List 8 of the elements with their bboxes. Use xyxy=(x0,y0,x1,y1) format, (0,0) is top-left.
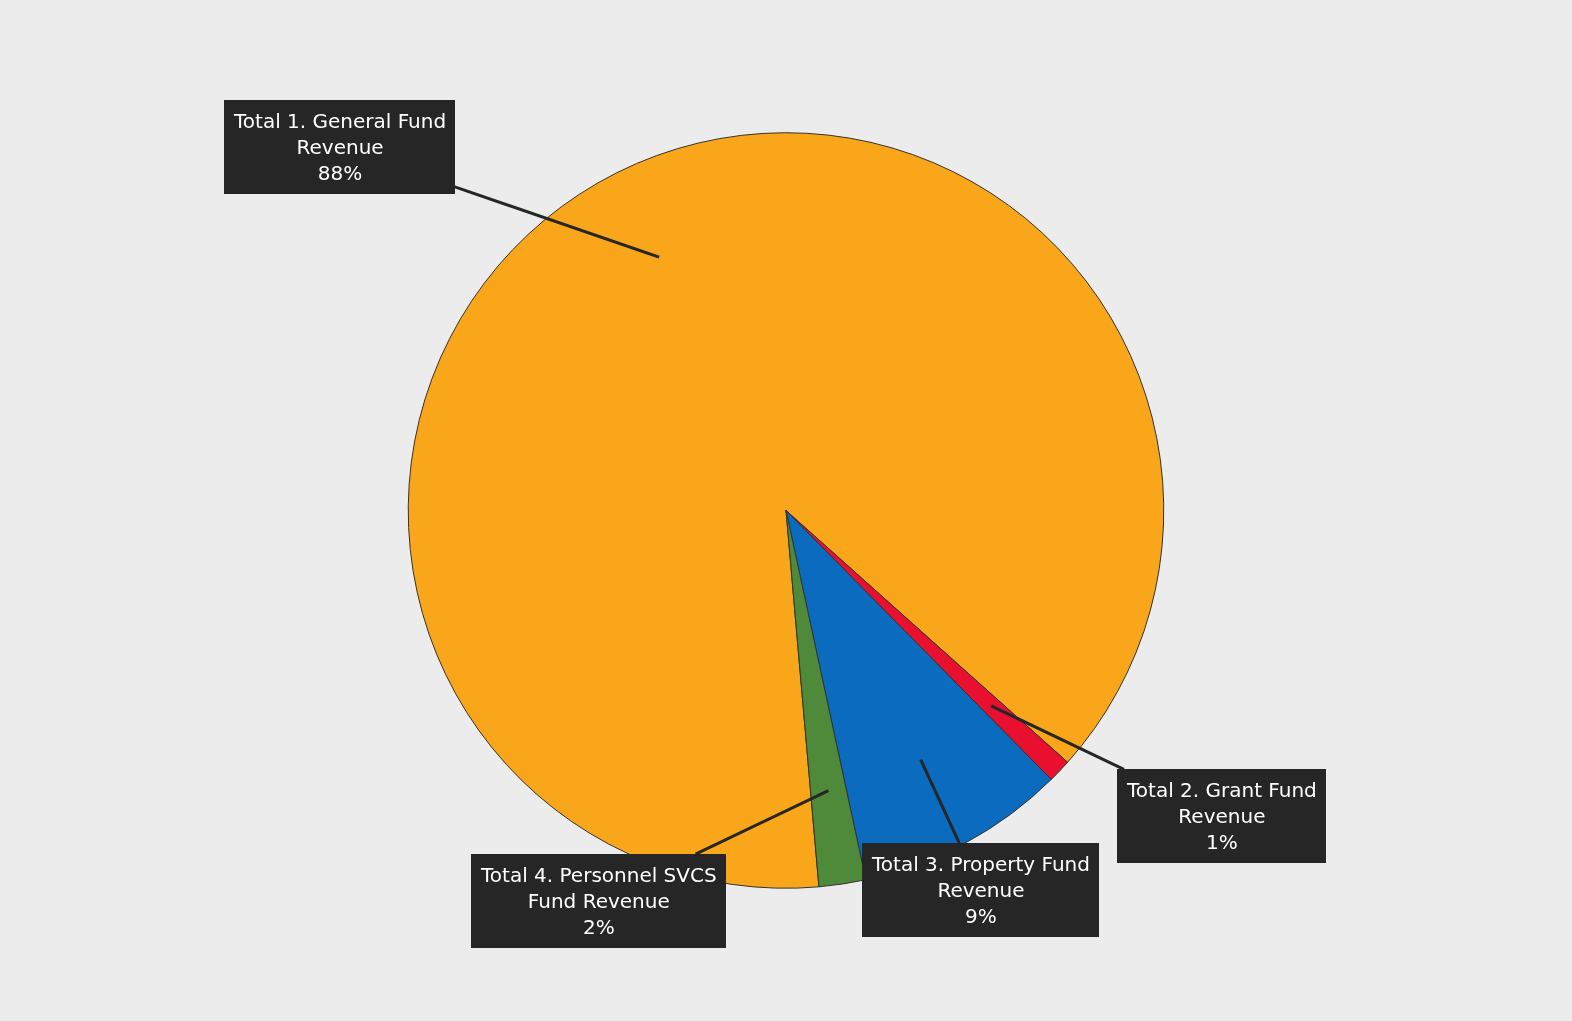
data-label: 1% xyxy=(1206,830,1238,854)
data-label: 88% xyxy=(317,161,363,185)
slice-label: Total 2. Grant Fund Revenue xyxy=(1126,778,1317,828)
slice-label: Total 1. General Fund Revenue xyxy=(233,109,447,159)
slice-label: Total 4. Personnel SVCS Fund Revenue xyxy=(480,863,717,913)
slice-label: Total 3. Property Fund Revenue xyxy=(871,852,1090,902)
data-label: 9% xyxy=(965,904,997,928)
data-label: 2% xyxy=(582,915,615,939)
